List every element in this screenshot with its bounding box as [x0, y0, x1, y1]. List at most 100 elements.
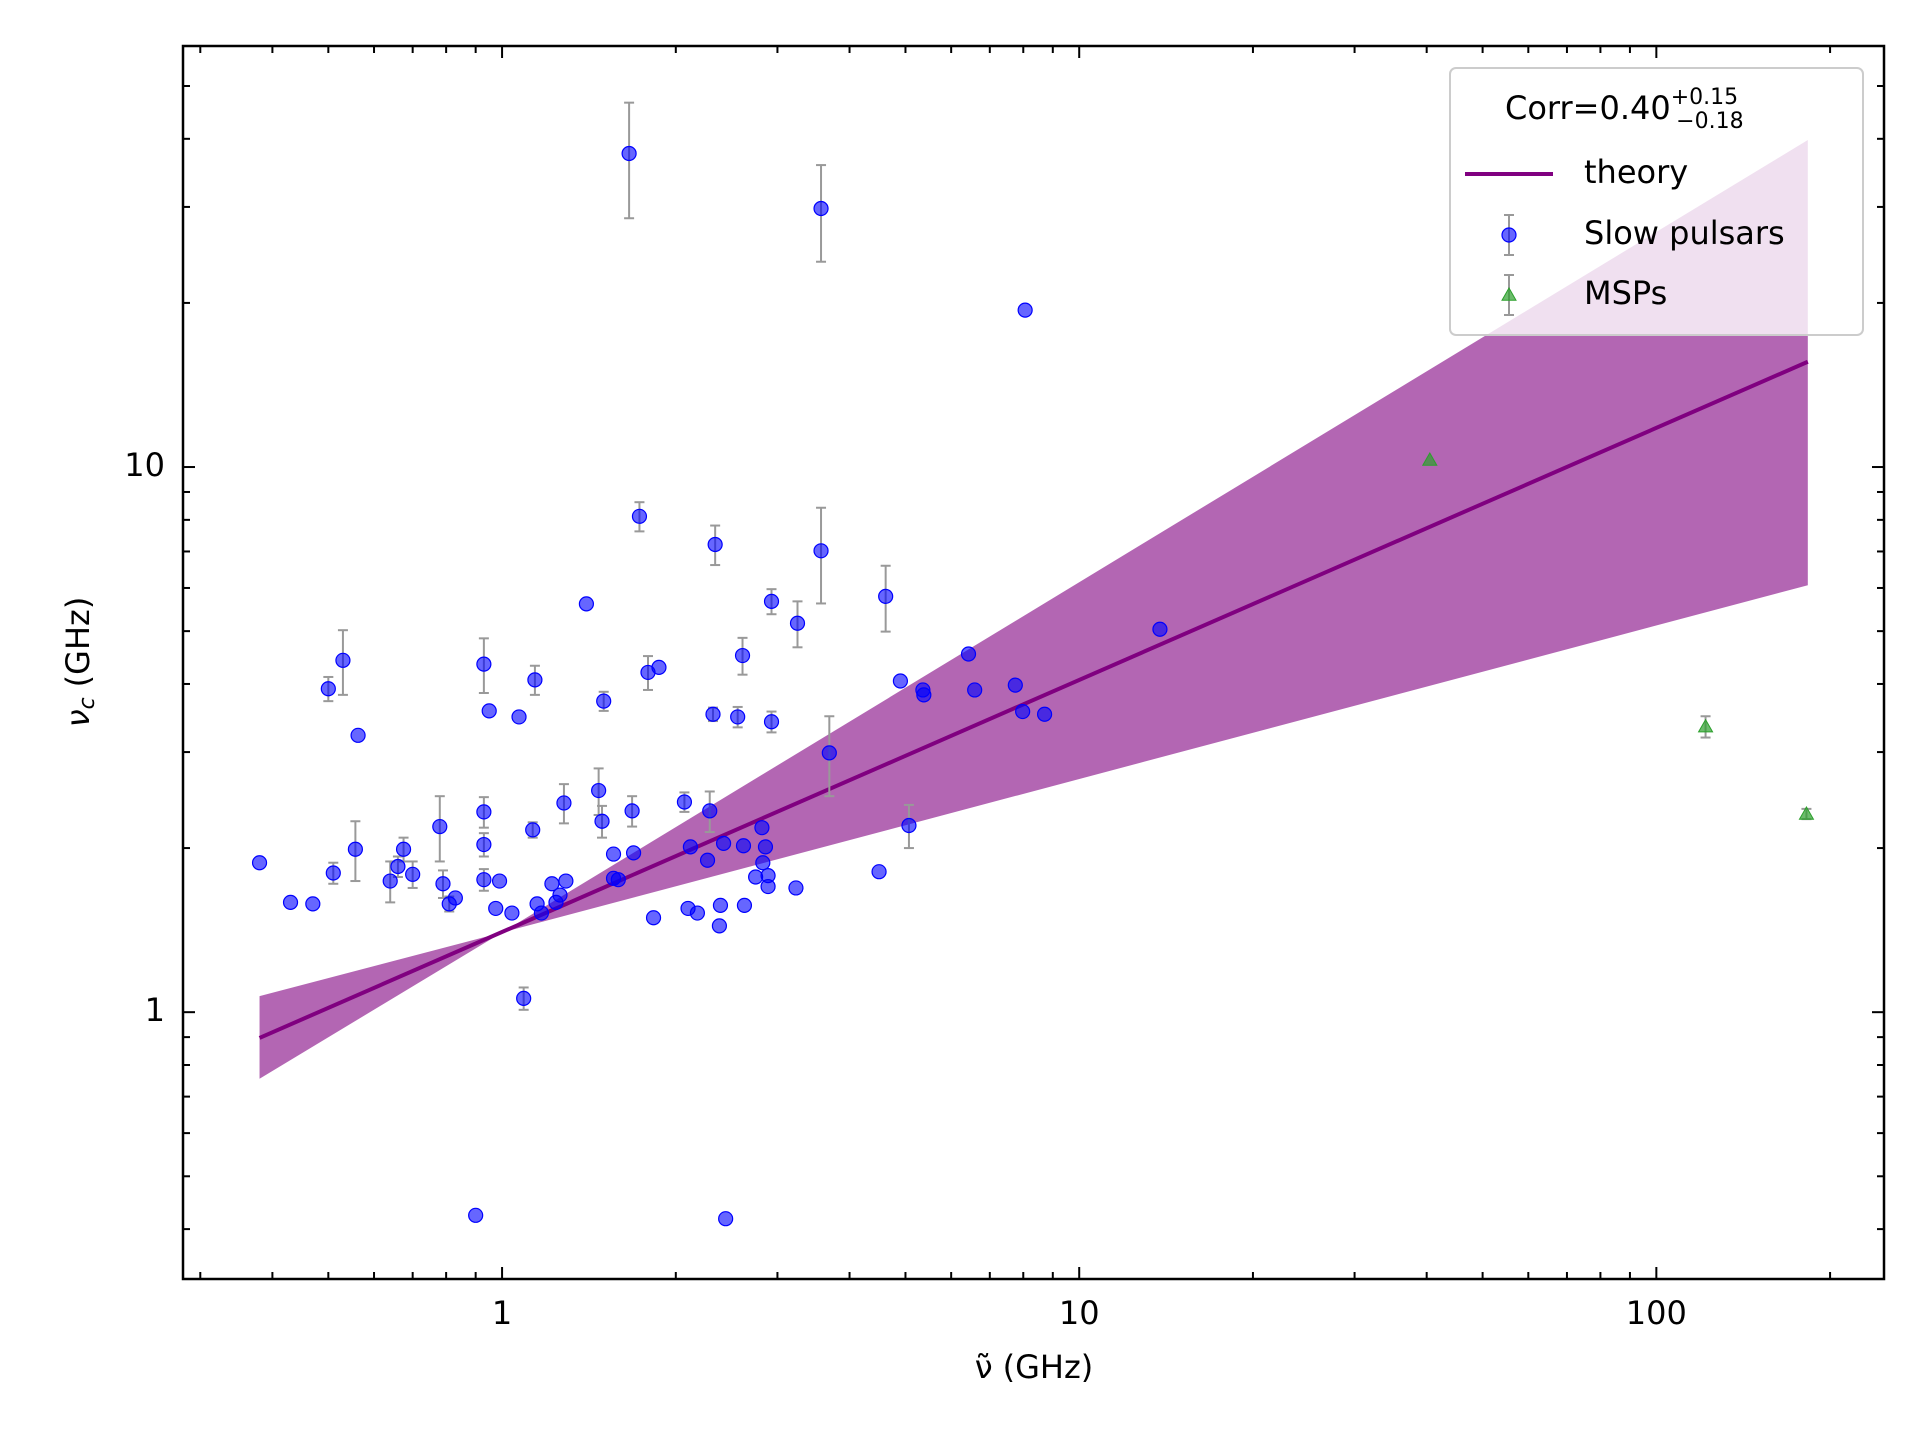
- marker: [689, 905, 706, 921]
- marker: [1036, 706, 1053, 722]
- marker: [789, 615, 806, 631]
- x-tick-label: 10: [1059, 1294, 1100, 1332]
- marker: [892, 673, 909, 689]
- marker: [901, 817, 917, 834]
- marker: [552, 887, 568, 903]
- marker: [711, 918, 728, 934]
- marker: [676, 794, 693, 810]
- marker: [734, 647, 751, 664]
- marker: [702, 803, 718, 819]
- marker: [871, 864, 887, 880]
- marker: [1017, 302, 1033, 318]
- marker: [558, 873, 574, 889]
- marker: [699, 852, 716, 868]
- marker: [763, 714, 780, 730]
- marker: [763, 593, 780, 609]
- marker: [350, 727, 366, 743]
- marker: [788, 880, 804, 896]
- marker: [1015, 703, 1031, 720]
- axes-frame: [181, 44, 1886, 1281]
- marker: [754, 820, 770, 836]
- marker: [730, 709, 746, 725]
- marker: [757, 839, 774, 855]
- legend-label: Slow pulsars: [1584, 214, 1785, 252]
- marker: [591, 782, 607, 799]
- confidence-band: [259, 140, 1808, 1079]
- marker: [645, 910, 662, 926]
- marker: [625, 845, 642, 861]
- marker: [712, 897, 729, 913]
- marker: [718, 1211, 734, 1227]
- marker: [516, 990, 532, 1006]
- marker: [476, 656, 492, 672]
- marker: [594, 813, 610, 829]
- marker: [435, 876, 451, 892]
- x-tick-label: 100: [1626, 1294, 1687, 1332]
- legend-title-sub: −0.18: [1676, 109, 1743, 134]
- x-label-unit: (GHz): [1003, 1348, 1094, 1386]
- marker: [390, 858, 406, 875]
- legend-title-main: Corr=0.40: [1505, 89, 1671, 127]
- marker: [578, 596, 595, 612]
- marker: [813, 200, 829, 217]
- y-label-symbol: ν: [59, 709, 97, 727]
- marker: [1007, 677, 1023, 693]
- marker: [755, 855, 771, 871]
- marker: [556, 795, 572, 811]
- marker: [596, 693, 612, 709]
- marker: [491, 873, 508, 889]
- marker: [504, 905, 520, 921]
- marker: [320, 681, 336, 697]
- marker: [621, 145, 637, 162]
- marker: [251, 855, 268, 871]
- marker: [481, 703, 497, 719]
- marker: [476, 804, 492, 820]
- marker: [511, 709, 527, 725]
- y-axis-label: νc (GHz): [59, 597, 100, 728]
- marker: [760, 878, 776, 895]
- marker: [1798, 805, 1815, 820]
- marker: [916, 687, 932, 703]
- marker: [447, 890, 463, 906]
- legend-label: MSPs: [1584, 274, 1667, 312]
- marker: [813, 543, 829, 559]
- marker: [705, 706, 721, 722]
- marker: [527, 672, 543, 688]
- theory-line: [258, 359, 1809, 1040]
- marker: [605, 846, 622, 862]
- y-tick-label: 10: [124, 446, 165, 484]
- plot-area: [251, 101, 1815, 1227]
- marker: [405, 866, 421, 882]
- legend-label: theory: [1584, 153, 1688, 191]
- marker: [651, 659, 667, 675]
- marker: [533, 905, 550, 921]
- marker: [476, 836, 492, 853]
- marker: [432, 818, 448, 835]
- marker: [525, 822, 541, 838]
- marker: [735, 838, 752, 854]
- marker: [1152, 621, 1168, 637]
- marker: [1697, 718, 1714, 733]
- marker: [335, 652, 351, 668]
- x-label-symbol: ν̃: [975, 1348, 993, 1386]
- marker: [282, 894, 299, 910]
- marker: [382, 873, 398, 889]
- legend-box: [1449, 67, 1864, 336]
- marker: [468, 1207, 484, 1223]
- marker: [748, 869, 764, 885]
- x-axis-label: ν̃ (GHz): [975, 1348, 1094, 1386]
- marker: [821, 745, 837, 761]
- legend-marker: [1501, 286, 1517, 301]
- y-label-unit: (GHz): [59, 597, 97, 688]
- marker: [682, 839, 699, 855]
- marker: [488, 900, 504, 917]
- marker: [967, 682, 983, 698]
- marker: [395, 841, 412, 857]
- marker: [960, 646, 977, 662]
- marker: [305, 896, 321, 912]
- y-tick-label: 1: [145, 991, 165, 1029]
- marker: [325, 865, 341, 881]
- legend-marker: [1501, 227, 1517, 243]
- legend-title-sup: +0.15: [1671, 85, 1738, 110]
- y-label-sub: c: [75, 697, 100, 709]
